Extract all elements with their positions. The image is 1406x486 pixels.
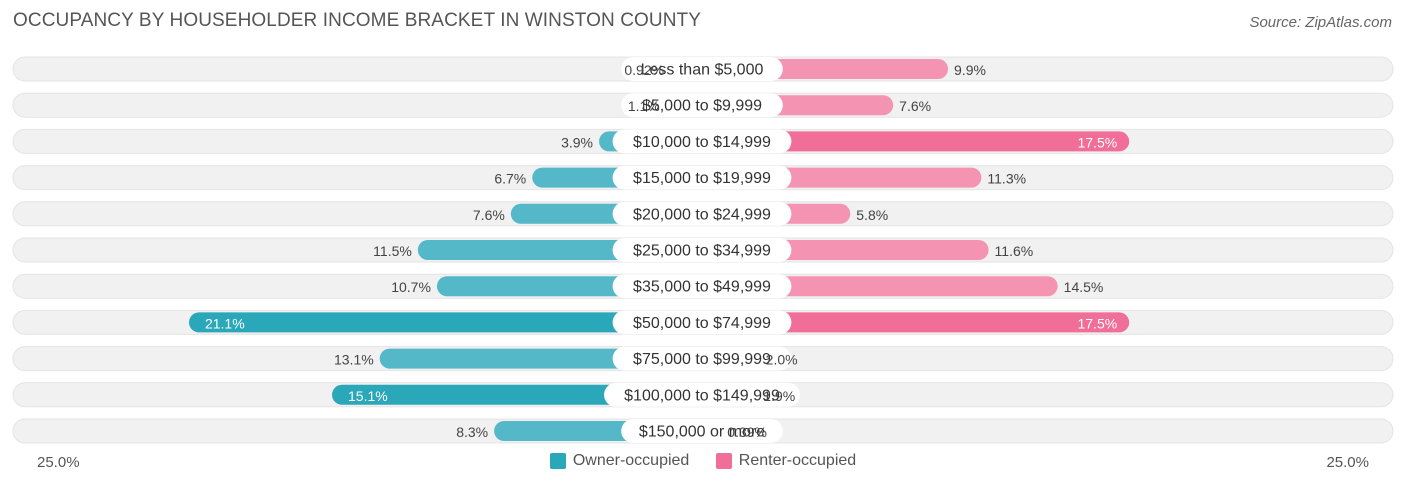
owner-value-label: 1.1% [628, 98, 660, 114]
renter-value-label: 2.0% [766, 352, 798, 368]
legend-swatch-renter [715, 453, 732, 469]
renter-value-label: 17.5% [1077, 134, 1117, 150]
source-credit: Source: ZipAtlas.com [1249, 14, 1392, 31]
renter-bar [702, 131, 1130, 152]
category-label: $10,000 to $14,999 [633, 134, 771, 151]
renter-value-label: 9.9% [954, 62, 986, 78]
renter-value-label: 14.5% [1064, 279, 1104, 295]
category-label: Less than $5,000 [641, 62, 764, 79]
category-label: $20,000 to $24,999 [633, 206, 771, 223]
category-label-bg [612, 165, 792, 190]
owner-value-label: 8.3% [456, 424, 488, 440]
renter-value-label: 7.6% [899, 98, 931, 114]
category-label: $75,000 to $99,999 [633, 351, 771, 368]
renter-value-label: 11.6% [995, 243, 1034, 259]
category-label-bg [612, 346, 792, 371]
category-label-bg [621, 93, 783, 118]
category-label-bg [612, 201, 792, 226]
category-label: $25,000 to $34,999 [633, 243, 771, 260]
category-label: $35,000 to $49,999 [633, 279, 771, 296]
category-label-bg [612, 238, 792, 262]
owner-value-label: 3.9% [561, 134, 593, 150]
owner-value-label: 11.5% [373, 243, 412, 259]
renter-value-label: 17.5% [1077, 315, 1117, 331]
category-label-bg [612, 310, 792, 335]
legend-item-owner: Owner-occupied [549, 452, 690, 470]
category-label: $50,000 to $74,999 [633, 315, 771, 332]
owner-value-label: 13.1% [334, 352, 374, 368]
category-label: $5,000 to $9,999 [642, 98, 762, 115]
category-label: $100,000 to $149,999 [624, 387, 780, 404]
renter-bar [702, 312, 1130, 333]
renter-value-label: 11.3% [987, 171, 1026, 187]
category-label-bg [612, 129, 792, 154]
category-label: $15,000 to $19,999 [633, 170, 771, 187]
owner-value-label: 0.92% [624, 62, 664, 78]
category-label-bg [621, 57, 783, 81]
owner-value-label: 6.7% [494, 171, 526, 187]
legend-swatch-owner [549, 453, 566, 469]
legend-item-renter: Renter-occupied [715, 452, 857, 470]
legend-label-owner: Owner-occupied [572, 452, 690, 469]
renter-value-label: 5.8% [856, 207, 888, 223]
renter-value-label: 1.9% [763, 388, 795, 404]
owner-value-label: 7.6% [473, 207, 505, 223]
chart-legend: Owner-occupied Renter-occupied [0, 452, 1406, 474]
legend-label-renter: Renter-occupied [738, 452, 857, 469]
category-label: $150,000 or more [639, 424, 765, 441]
axis-left-max-label: 25.0% [37, 454, 80, 471]
renter-value-label: 0.39% [727, 424, 767, 440]
chart-title: OCCUPANCY BY HOUSEHOLDER INCOME BRACKET … [13, 10, 702, 31]
renter-bar [702, 276, 1058, 297]
category-label-bg [612, 274, 792, 299]
axis-right-max-label: 25.0% [1326, 454, 1369, 471]
owner-value-label: 15.1% [348, 388, 388, 404]
category-label-bg [604, 382, 800, 407]
owner-value-label: 10.7% [391, 279, 431, 295]
category-label-bg [621, 419, 783, 443]
owner-value-label: 21.1% [205, 315, 245, 331]
owner-bar [188, 312, 702, 333]
